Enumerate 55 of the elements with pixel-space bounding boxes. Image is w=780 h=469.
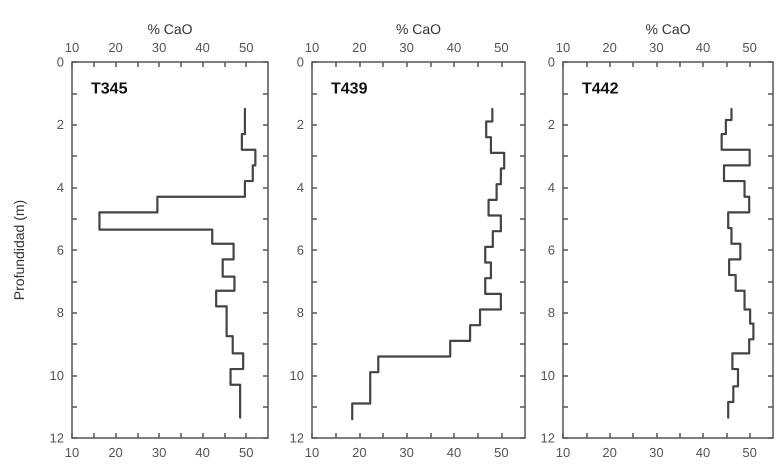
x-tick-label: 50 [494,445,509,460]
line-series [98,108,256,419]
y-tick-label: 6 [296,242,304,258]
text: T439 [331,80,368,98]
y-tick-label: 12 [290,430,304,446]
x-tick-label: 50 [238,445,254,460]
x2-axis-title: % CaO [396,21,442,37]
x2-tick-label: 40 [446,40,462,55]
x-tick-label: 30 [152,445,166,460]
x-tick-label: 30 [399,445,414,460]
x2-tick-label: 20 [602,40,617,55]
y-tick-label: 0 [296,54,304,70]
text: T345 [91,80,128,98]
x-tick-label: 20 [352,445,367,460]
y-tick-label: 8 [296,305,304,320]
y-tick-label: 4 [548,180,555,195]
x-tick-label: 30 [649,445,664,460]
x2-tick-label: 40 [195,40,210,55]
y-tick-label: 12 [540,430,555,446]
x2-axis-title: % CaO [645,21,691,37]
x2-tick-label: 30 [399,40,414,55]
x2-tick-label: 50 [238,40,254,55]
y-tick-label: 2 [548,117,555,132]
x2-tick-label: 40 [696,40,710,55]
y-tick-label: 8 [56,305,64,320]
x2-tick-label: 20 [108,40,123,55]
line-series [720,108,754,419]
x2-tick-label: 50 [742,40,757,55]
y-tick-label: 6 [56,242,64,258]
x-tick-label: 40 [446,445,462,460]
y-tick-label: 10 [290,368,304,383]
x2-tick-label: 50 [494,40,509,55]
x2-axis-title: % CaO [147,21,193,37]
x-tick-label: 50 [742,445,757,460]
y-tick-label: 6 [548,242,555,258]
y-tick-label: 2 [56,117,64,132]
y-tick-label: 12 [50,430,64,446]
text: T442 [582,80,619,98]
y-tick-label: 2 [296,117,304,132]
y-tick-label: 4 [296,180,304,195]
x-tick-label: 20 [108,445,123,460]
x-tick-label: 40 [696,445,710,460]
y-tick-label: 10 [540,368,555,383]
y-tick-label: 4 [56,180,64,195]
x2-tick-label: 20 [352,40,367,55]
x2-tick-label: 30 [649,40,664,55]
line-series [351,108,506,420]
x-tick-label: 20 [602,445,617,460]
x-tick-label: 40 [195,445,210,460]
y-tick-label: 0 [548,54,555,70]
y-tick-label: 8 [548,305,555,320]
y-tick-label: 0 [56,54,64,70]
y-axis-title: Profundidad (m) [11,200,27,300]
y-tick-label: 10 [50,368,64,383]
x2-tick-label: 30 [152,40,166,55]
